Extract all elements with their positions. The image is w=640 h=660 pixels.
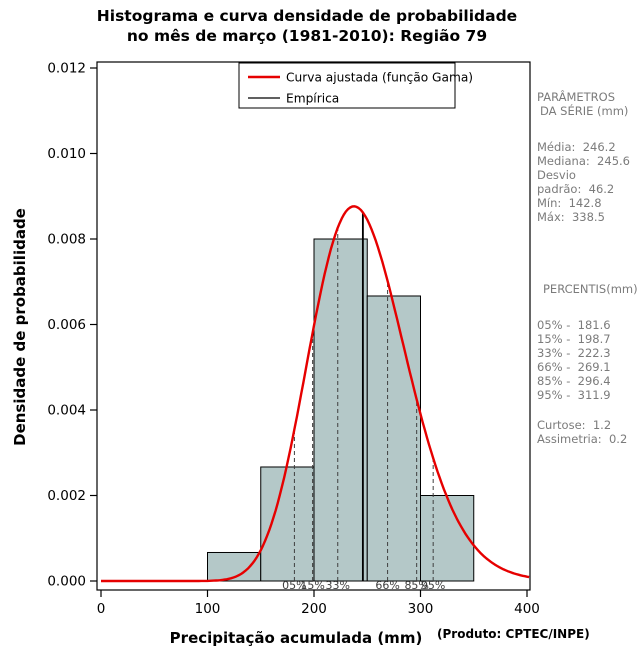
percentil-15: 15% - 198.7 bbox=[537, 332, 611, 346]
histogram-bar bbox=[313, 238, 368, 582]
params-header-line1: PARÂMETROS bbox=[537, 90, 616, 104]
side-panel: PARÂMETROS DA SÉRIE (mm) Média: 246.2 Me… bbox=[537, 90, 639, 446]
histogram-bar bbox=[366, 295, 421, 582]
x-tick-label: 400 bbox=[514, 601, 540, 617]
y-tick-label: 0.012 bbox=[47, 61, 86, 77]
percentile-label: 66% bbox=[375, 579, 399, 592]
percentil-85: 85% - 296.4 bbox=[537, 374, 611, 388]
y-tick-label: 0.002 bbox=[47, 488, 86, 504]
legend-label: Curva ajustada (função Gama) bbox=[286, 71, 473, 85]
percentil-66: 66% - 269.1 bbox=[537, 360, 611, 374]
chart-title-line2: no mês de março (1981-2010): Região 79 bbox=[126, 27, 488, 45]
histogram-bar bbox=[420, 495, 475, 582]
x-tick-label: 300 bbox=[408, 601, 434, 617]
stat-media: Média: 246.2 bbox=[537, 140, 616, 154]
x-tick-label: 100 bbox=[195, 601, 221, 617]
percentil-33: 33% - 222.3 bbox=[537, 346, 611, 360]
gamma-curve bbox=[101, 205, 530, 583]
stat-curtose: Curtose: 1.2 bbox=[537, 418, 612, 432]
stat-assimetria: Assimetria: 0.2 bbox=[537, 432, 628, 446]
y-tick-label: 0.000 bbox=[47, 574, 86, 590]
percentile-label: 33% bbox=[326, 579, 350, 592]
percentil-95: 95% - 311.9 bbox=[537, 388, 611, 402]
params-header-line2: DA SÉRIE (mm) bbox=[540, 104, 629, 118]
x-tick-label: 0 bbox=[97, 601, 106, 617]
stat-desvio-2: padrão: 46.2 bbox=[537, 182, 615, 196]
stat-desvio-1: Desvio bbox=[537, 168, 576, 182]
percentile-label: 85% bbox=[404, 579, 428, 592]
percentile-label: 95% bbox=[421, 579, 445, 592]
y-tick-label: 0.008 bbox=[47, 232, 86, 248]
y-tick-label: 0.006 bbox=[47, 317, 86, 333]
stat-min: Mín: 142.8 bbox=[537, 196, 602, 210]
percentile-label: 05% bbox=[282, 579, 306, 592]
stat-mediana: Mediana: 245.6 bbox=[537, 154, 630, 168]
chart-title-line1: Histograma e curva densidade de probabil… bbox=[96, 7, 518, 25]
histogram-bar bbox=[260, 466, 315, 582]
x-tick-label: 200 bbox=[301, 601, 327, 617]
stat-max: Máx: 338.5 bbox=[537, 210, 605, 224]
y-axis-label: Densidade de probabilidade bbox=[11, 208, 29, 446]
legend-label: Empírica bbox=[286, 92, 339, 106]
x-axis-label: Precipitação acumulada (mm) bbox=[169, 629, 423, 647]
y-tick-label: 0.004 bbox=[47, 403, 86, 419]
percentil-05: 05% - 181.6 bbox=[537, 318, 611, 332]
product-credit: (Produto: CPTEC/INPE) bbox=[437, 627, 590, 641]
percentile-label: 15% bbox=[300, 579, 324, 592]
percentis-header: PERCENTIS(mm) bbox=[543, 282, 638, 296]
y-tick-label: 0.010 bbox=[47, 146, 86, 162]
legend-box bbox=[238, 62, 456, 109]
